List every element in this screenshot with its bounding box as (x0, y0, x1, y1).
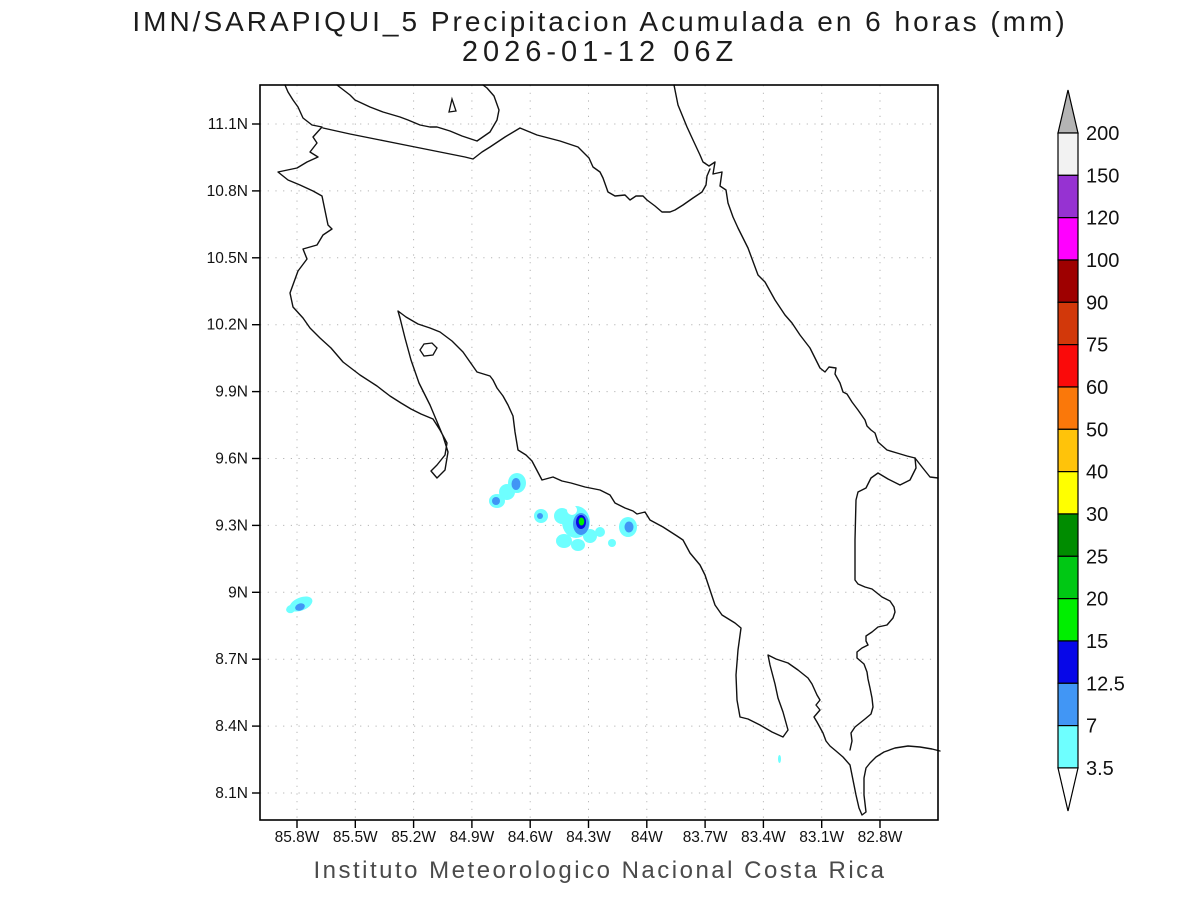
x-tick-label: 83.4W (741, 829, 786, 846)
colorbar-arrow-above-max (1057, 89, 1079, 134)
y-tick-label: 9.9N (215, 384, 248, 401)
colorbar-label: 150 (1086, 165, 1119, 187)
x-tick-label: 85.5W (333, 829, 378, 846)
colorbar-label: 90 (1086, 292, 1108, 314)
y-tick-label: 11.1N (208, 116, 248, 133)
colorbar-label: 75 (1086, 335, 1108, 357)
precip-cell-level-7 (492, 497, 500, 505)
colorbar-segment (1057, 640, 1079, 684)
colorbar-label: 3.5 (1086, 758, 1114, 780)
colorbar-segment (1057, 725, 1079, 769)
x-tick-label: 83.1W (799, 829, 844, 846)
map-frame (259, 84, 939, 821)
x-tick-label: 84.9W (449, 829, 494, 846)
panama-border-line (849, 457, 917, 751)
x-tick-label: 84.3W (566, 829, 611, 846)
source-caption: Instituto Meteorologico Nacional Costa R… (313, 857, 887, 884)
precip-cell-level-3.5 (595, 527, 605, 537)
precip-cell-level-3.5 (778, 755, 781, 763)
y-tick-label: 8.1N (215, 785, 248, 802)
x-tick-label: 85.2W (391, 829, 436, 846)
y-tick-label: 10.2N (207, 317, 248, 334)
x-tick-label: 84W (631, 829, 663, 846)
colorbar-label: 120 (1086, 208, 1119, 230)
precip-cell-level-hole (567, 505, 577, 515)
precip-cell-level-3.5 (286, 604, 296, 614)
colorbar-segment (1057, 174, 1079, 219)
precip-cell-level-3.5 (608, 539, 616, 547)
lake-nicaragua-shore (336, 84, 500, 142)
colorbar-segment (1057, 132, 1079, 176)
precip-cell-level-3.5 (556, 534, 572, 548)
y-tick-label: 8.4N (215, 718, 248, 735)
colorbar-label: 50 (1086, 419, 1108, 441)
x-tick-label: 83.7W (683, 829, 728, 846)
colorbar-label: 12.5 (1086, 673, 1125, 695)
pacific-coastline (277, 84, 941, 816)
colorbar-segment (1057, 682, 1079, 727)
precip-cell-level-7 (295, 603, 305, 611)
precip-cell-level-7 (624, 521, 634, 533)
y-tick-label: 8.7N (215, 651, 248, 668)
colorbar-segment (1057, 555, 1079, 600)
colorbar-segment (1057, 428, 1079, 473)
x-tick-label: 84.6W (508, 829, 553, 846)
colorbar-label: 7 (1086, 716, 1097, 738)
colorbar-label: 60 (1086, 377, 1108, 399)
colorbar-segment (1057, 598, 1079, 642)
precip-cell-level-7 (511, 478, 521, 490)
y-tick-label: 10.5N (207, 250, 248, 267)
precip-cell-level-3.5 (554, 508, 570, 524)
colorbar-segment (1057, 386, 1079, 430)
colorbar-segment (1057, 513, 1079, 557)
colorbar-segment (1057, 471, 1079, 515)
precip-cell-level-3.5 (571, 539, 585, 551)
y-tick-label: 10.8N (207, 183, 248, 200)
colorbar-segment (1057, 217, 1079, 261)
colorbar-label: 40 (1086, 462, 1108, 484)
colorbar-label: 100 (1086, 250, 1119, 272)
caribbean-coastline (673, 84, 939, 479)
precip-cell-level-7 (537, 513, 543, 519)
colorbar-label: 20 (1086, 589, 1108, 611)
colorbar-segment (1057, 301, 1079, 346)
x-tick-label: 85.8W (275, 829, 320, 846)
y-tick-label: 9.6N (215, 451, 248, 468)
lake-island-outline (448, 96, 457, 113)
y-tick-label: 9N (228, 584, 248, 601)
colorbar-arrow-below-min (1057, 767, 1079, 812)
colorbar-segment (1057, 344, 1079, 388)
colorbar-label: 25 (1086, 546, 1108, 568)
colorbar-segment (1057, 259, 1079, 303)
precip-cell-level-3.5 (499, 484, 515, 500)
colorbar-label: 30 (1086, 504, 1108, 526)
nicaragua-border-line (322, 127, 711, 213)
colorbar-label: 15 (1086, 631, 1108, 653)
y-tick-label: 9.3N (215, 517, 248, 534)
precip-cell-level-3.5 (583, 529, 597, 543)
precip-cell-level-15 (578, 517, 585, 526)
x-tick-label: 82.8W (858, 829, 903, 846)
colorbar-label: 200 (1086, 123, 1119, 145)
chira-island-outline (419, 342, 438, 357)
chart-subtitle-datetime: 2026-01-12 06Z (461, 36, 739, 68)
chart-title: IMN/SARAPIQUI_5 Precipitacion Acumulada … (132, 6, 1068, 37)
